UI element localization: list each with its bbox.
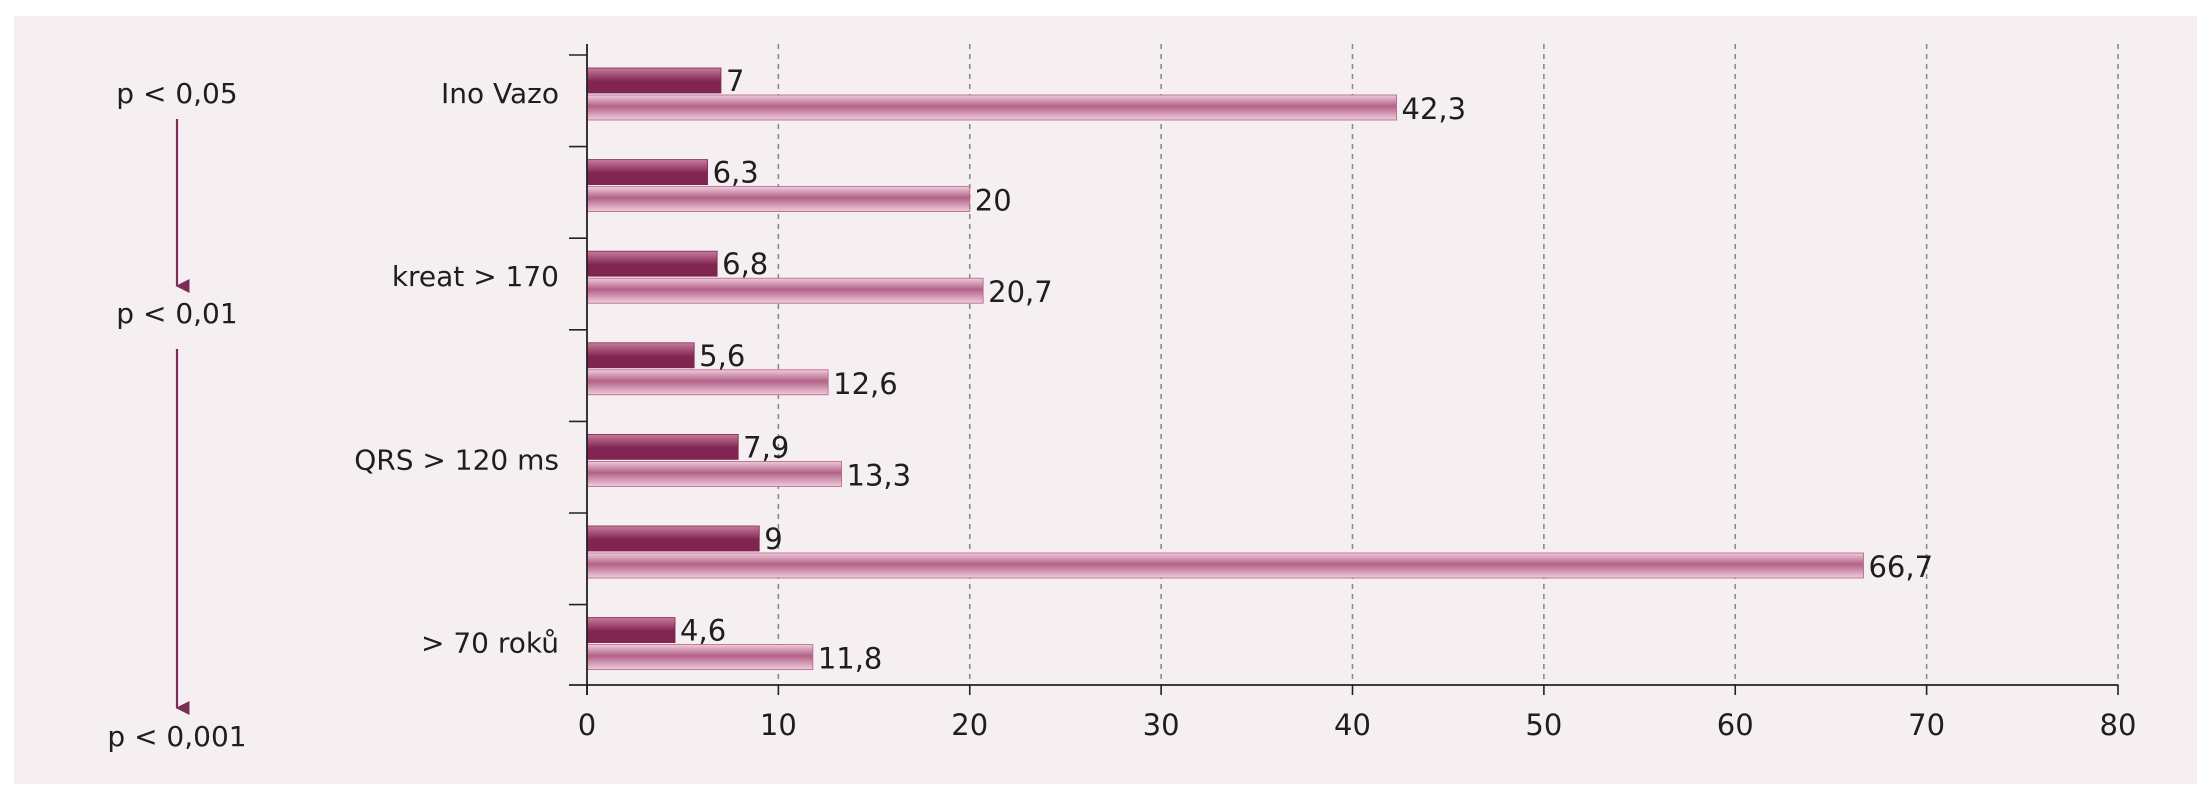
x-tick-label: 50 xyxy=(1525,708,1562,742)
bar-series2 xyxy=(586,186,971,213)
x-tick-label: 80 xyxy=(2100,708,2137,742)
x-tick-label: 60 xyxy=(1717,708,1754,742)
data-label: 7 xyxy=(726,64,744,98)
data-label: 20,7 xyxy=(988,275,1053,309)
significance-label: p < 0,05 xyxy=(116,77,237,110)
data-label: 9 xyxy=(764,522,782,556)
bar-series1 xyxy=(586,159,708,186)
data-label: 66,7 xyxy=(1868,550,1933,584)
bar-series1 xyxy=(586,525,760,552)
chart-panel: 0 10 20 30 40 50 60 70 80 7 42,3 Ino Vazo 6,3 20 6,8 20… xyxy=(14,16,2197,784)
category-label: > 70 roků xyxy=(421,627,559,660)
x-tick-label: 20 xyxy=(951,708,988,742)
significance-label: p < 0,001 xyxy=(107,720,246,753)
bar-series1 xyxy=(586,617,676,643)
data-label: 7,9 xyxy=(743,430,789,464)
bar-series1 xyxy=(586,67,722,94)
data-label: 11,8 xyxy=(818,642,883,676)
data-label: 20 xyxy=(975,184,1012,218)
bar-series2 xyxy=(586,644,814,670)
axes xyxy=(569,44,2119,695)
data-label: 6,8 xyxy=(722,247,768,281)
bar-chart: 0 10 20 30 40 50 60 70 80 7 42,3 Ino Vazo 6,3 20 6,8 20… xyxy=(107,44,2136,753)
labels: 0 10 20 30 40 50 60 70 80 7 42,3 Ino Vazo 6,3 20 6,8 20… xyxy=(354,64,2136,742)
x-tick-label: 70 xyxy=(1908,708,1945,742)
bar-series2 xyxy=(586,460,842,487)
grid-lines xyxy=(777,44,2119,685)
bar-series1 xyxy=(586,342,695,369)
data-label: 6,3 xyxy=(713,156,759,190)
category-label: Ino Vazo xyxy=(441,77,559,110)
x-tick-label: 40 xyxy=(1334,708,1371,742)
data-label: 4,6 xyxy=(680,614,726,648)
category-label: QRS > 120 ms xyxy=(354,443,559,476)
bars xyxy=(586,67,1864,670)
x-tick-label: 30 xyxy=(1143,708,1180,742)
category-label: kreat > 170 xyxy=(392,260,559,293)
significance-scale: p < 0,05 p < 0,01 p < 0,001 xyxy=(107,77,246,753)
x-tick-label: 0 xyxy=(578,708,596,742)
bar-series2 xyxy=(586,552,1864,579)
x-tick-label: 10 xyxy=(760,708,797,742)
data-label: 13,3 xyxy=(847,458,912,492)
bar-series2 xyxy=(586,94,1397,121)
data-label: 42,3 xyxy=(1402,92,1467,126)
data-label: 5,6 xyxy=(699,339,745,373)
bar-series2 xyxy=(586,369,829,396)
data-label: 12,6 xyxy=(833,367,898,401)
bar-series1 xyxy=(586,433,739,460)
bar-series1 xyxy=(586,250,718,277)
bar-series2 xyxy=(586,277,984,304)
significance-label: p < 0,01 xyxy=(116,297,237,330)
